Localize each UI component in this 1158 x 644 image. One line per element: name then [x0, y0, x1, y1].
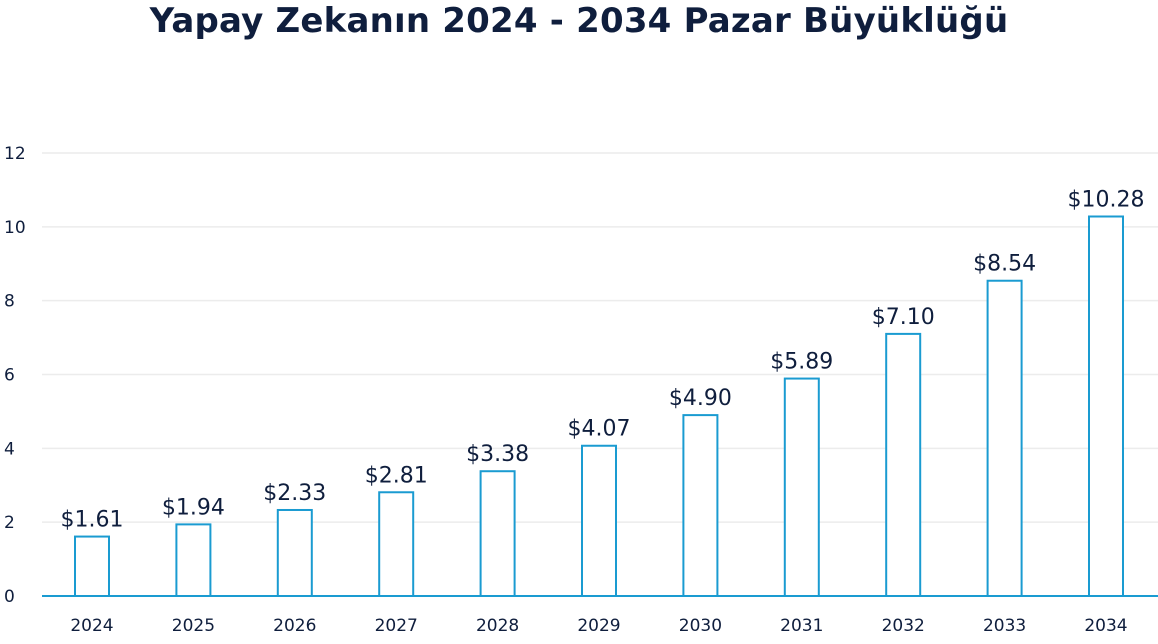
- x-tick-label: 2031: [780, 616, 823, 636]
- y-tick-label: 10: [4, 218, 26, 238]
- bar: [74, 535, 110, 597]
- bar: [783, 377, 820, 597]
- x-axis-ticks: 2024 2025 2026 2027 2028 2029 2030 2031 2032 2033…: [70, 616, 1127, 636]
- y-axis-ticks: 0 2 4 6 8 10 12: [4, 144, 26, 607]
- data-label: $3.38: [466, 442, 529, 467]
- data-label: $2.81: [365, 463, 428, 488]
- x-tick-label: 2024: [70, 616, 113, 636]
- x-tick-label: 2027: [375, 616, 418, 636]
- data-label: $4.07: [568, 417, 631, 442]
- x-tick-label: 2025: [172, 616, 215, 636]
- x-tick-label: 2030: [679, 616, 722, 636]
- y-tick-label: 2: [4, 513, 15, 533]
- data-label: $2.33: [263, 481, 326, 506]
- data-label: $10.28: [1068, 187, 1145, 212]
- data-labels: $1.61 $1.94 $2.33 $2.81 $3.38 $4.07 $4.90 $5.89…: [61, 187, 1145, 532]
- bar: [682, 414, 719, 597]
- bar: [378, 491, 415, 597]
- x-tick-label: 2033: [983, 616, 1026, 636]
- x-tick-label: 2034: [1084, 616, 1127, 636]
- x-tick-label: 2029: [577, 616, 620, 636]
- data-label: $1.61: [61, 508, 124, 533]
- data-label: $8.54: [973, 252, 1036, 277]
- chart-title: Yapay Zekanın 2024 - 2034 Pazar Büyüklüğ…: [149, 1, 1009, 41]
- data-label: $4.90: [669, 386, 732, 411]
- y-tick-label: 8: [4, 292, 15, 312]
- x-tick-label: 2028: [476, 616, 519, 636]
- y-tick-label: 12: [4, 144, 26, 164]
- x-tick-label: 2026: [273, 616, 316, 636]
- data-label: $1.94: [162, 495, 225, 520]
- bar: [479, 470, 516, 598]
- x-tick-label: 2032: [882, 616, 925, 636]
- bar: [581, 444, 617, 598]
- y-tick-label: 6: [4, 366, 15, 386]
- y-tick-label: 4: [4, 439, 15, 459]
- data-label: $5.89: [770, 350, 833, 375]
- bar: [175, 523, 212, 597]
- bar: [276, 508, 313, 597]
- data-label: $7.10: [872, 305, 935, 330]
- bar: [885, 332, 922, 597]
- bar: [1088, 215, 1124, 597]
- bars: [74, 215, 1124, 598]
- bar: [986, 279, 1023, 597]
- y-tick-label: 0: [4, 587, 15, 607]
